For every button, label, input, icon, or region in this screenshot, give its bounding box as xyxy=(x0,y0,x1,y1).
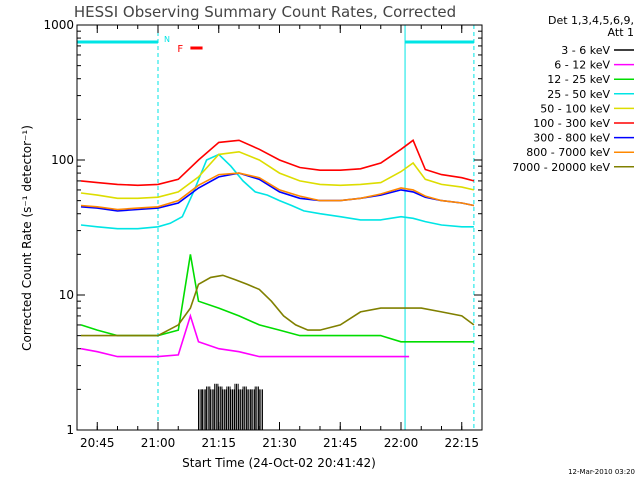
series-300-800-kev-line xyxy=(80,172,475,212)
series-layer xyxy=(80,139,475,430)
series-25-50-kev-line xyxy=(80,153,474,230)
legend-label: 300 - 800 keV xyxy=(533,132,610,145)
series-800-7000-kev-line xyxy=(80,172,475,211)
legend-label: 25 - 50 keV xyxy=(547,88,610,101)
x-tick-label: 21:00 xyxy=(141,436,176,450)
x-tick-label: 21:15 xyxy=(201,436,236,450)
x-axis-label: Start Time (24-Oct-02 20:41:42) xyxy=(182,456,376,470)
legend: Det 1,3,4,5,6,9,Att 1 3 - 6 keV 6 - 12 keV… xyxy=(512,14,634,174)
night-flag-label: N xyxy=(164,35,170,44)
legend-header: Det 1,3,4,5,6,9, xyxy=(548,14,634,27)
legend-label: 50 - 100 keV xyxy=(540,102,610,115)
chart-title: HESSI Observing Summary Count Rates, Cor… xyxy=(74,3,456,21)
legend-label: 3 - 6 keV xyxy=(561,44,610,57)
y-axis-label: Corrected Count Rate (s⁻¹ detector⁻¹) xyxy=(20,125,34,351)
legend-label: 7000 - 20000 keV xyxy=(512,161,610,174)
x-tick-label: 20:45 xyxy=(80,436,115,450)
observing-flags: NF xyxy=(77,25,475,430)
flare-flag-label: F xyxy=(177,44,183,55)
x-tick-label: 21:45 xyxy=(323,436,358,450)
series-100-300-kev-line xyxy=(80,139,475,187)
y-tick-label: 1000 xyxy=(43,18,74,32)
y-tick-label: 10 xyxy=(59,288,74,302)
x-tick-label: 22:15 xyxy=(444,436,479,450)
series-12-25-kev-line xyxy=(80,254,474,343)
y-tick-label: 1 xyxy=(66,423,74,437)
series-7000-20000-kev-line xyxy=(81,274,475,337)
y-tick-label: 100 xyxy=(51,153,74,167)
plot-frame xyxy=(76,24,483,431)
legend-label: 6 - 12 keV xyxy=(554,59,610,72)
axes: 20:45 21:00 21:15 21:30 21:45 22:00 22:15 1 10 10… xyxy=(43,18,483,450)
x-tick-label: 22:00 xyxy=(384,436,419,450)
legend-label: 12 - 25 keV xyxy=(547,73,610,86)
legend-header: Att 1 xyxy=(608,26,634,39)
series-3-6-kev-spikes xyxy=(198,383,263,430)
series-6-12-kev-line xyxy=(80,313,410,358)
legend-label: 800 - 7000 keV xyxy=(526,146,610,159)
series-50-100-kev-line xyxy=(80,150,475,200)
x-tick-label: 21:30 xyxy=(262,436,297,450)
generation-timestamp: 12-Mar-2010 03:20 xyxy=(568,468,635,476)
legend-label: 100 - 300 keV xyxy=(533,117,610,130)
